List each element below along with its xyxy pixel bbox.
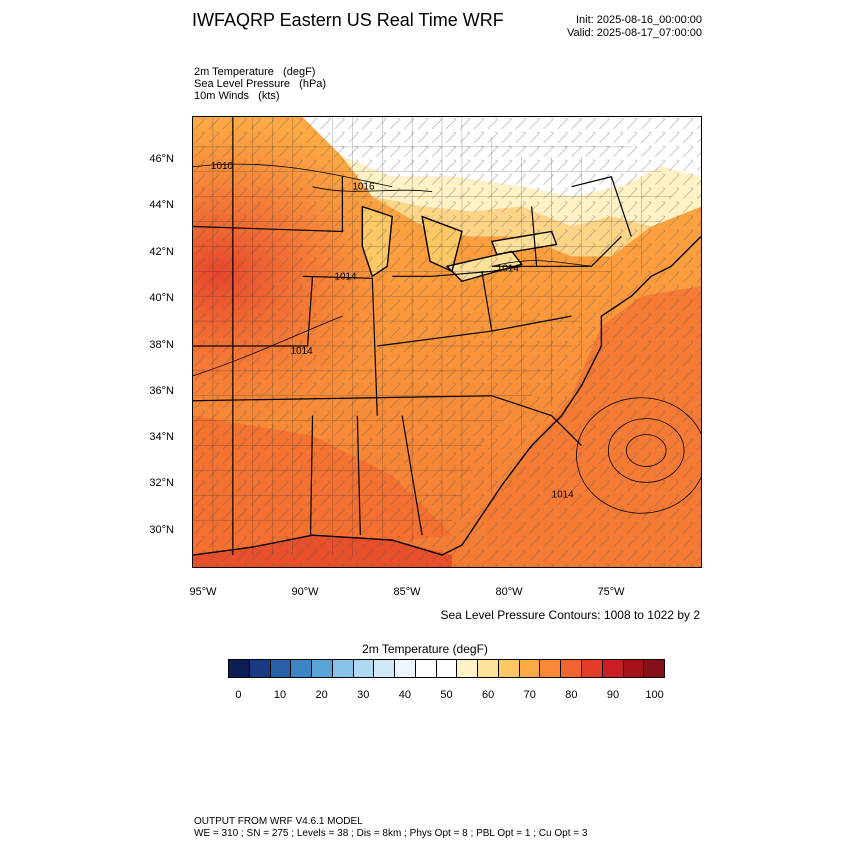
- colorbar-tick-label: 10: [273, 689, 287, 701]
- lat-label: 30°N: [149, 524, 174, 536]
- temperature-map: 1010 1016 1014 1014 1014 1014: [193, 117, 701, 567]
- colorbar-swatch: [561, 660, 583, 677]
- field-label-winds: 10m Winds (kts): [194, 90, 280, 102]
- isobar-label: 1014: [334, 271, 357, 282]
- colorbar-tick-label: 90: [606, 689, 620, 701]
- colorbar-swatch: [415, 660, 437, 677]
- isobar-label: 1014: [291, 346, 314, 357]
- lat-label: 32°N: [149, 477, 174, 489]
- colorbar-tick-label: 0: [235, 689, 242, 701]
- map-title: IWFAQRP Eastern US Real Time WRF: [192, 10, 504, 30]
- footer-model: OUTPUT FROM WRF V4.6.1 MODEL: [194, 816, 363, 827]
- lon-label: 90°W: [291, 586, 319, 598]
- isobar-label: 1010: [211, 161, 234, 172]
- colorbar-tick-label: 60: [481, 689, 495, 701]
- colorbar-tick-label: 40: [398, 689, 411, 701]
- colorbar-swatch: [436, 660, 458, 677]
- colorbar-swatch: [332, 660, 354, 677]
- colorbar-swatch: [519, 660, 541, 677]
- colorbar-title: 2m Temperature (degF): [362, 642, 488, 656]
- lat-label: 34°N: [149, 431, 174, 443]
- colorbar-swatch: [623, 660, 645, 677]
- colorbar-swatch: [249, 660, 271, 677]
- colorbar-swatch: [229, 660, 250, 677]
- lon-label: 85°W: [393, 586, 421, 598]
- lon-label: 75°W: [597, 586, 625, 598]
- field-label-temperature: 2m Temperature (degF): [194, 66, 316, 78]
- colorbar-tick-label: 20: [315, 689, 328, 701]
- colorbar-swatch: [353, 660, 375, 677]
- lon-label: 95°W: [189, 586, 217, 598]
- colorbar-swatch: [582, 660, 603, 677]
- colorbar: [228, 659, 665, 678]
- colorbar-swatch: [457, 660, 479, 677]
- isobar-label: 1016: [352, 182, 375, 193]
- lat-label: 44°N: [149, 199, 174, 211]
- map-panel: 1010 1016 1014 1014 1014 1014: [192, 116, 702, 568]
- field-label-pressure: Sea Level Pressure (hPa): [194, 78, 327, 90]
- colorbar-swatch: [374, 660, 396, 677]
- init-time: Init: 2025-08-16_00:00:00: [576, 14, 702, 26]
- colorbar-tick-label: 50: [440, 689, 453, 701]
- colorbar-swatch: [644, 660, 665, 677]
- colorbar-swatch: [291, 660, 313, 677]
- colorbar-tick-label: 30: [357, 689, 370, 701]
- lat-label: 38°N: [149, 339, 174, 351]
- colorbar-tick-label: 80: [565, 689, 578, 701]
- lat-label: 46°N: [149, 153, 174, 165]
- lat-label: 42°N: [149, 246, 174, 258]
- colorbar-swatch: [312, 660, 333, 677]
- colorbar-tick-label: 70: [523, 689, 536, 701]
- colorbar-tick-label: 100: [645, 689, 664, 701]
- footer-config: WE = 310 ; SN = 275 ; Levels = 38 ; Dis …: [194, 828, 588, 839]
- colorbar-swatch: [540, 660, 562, 677]
- isobar-label: 1014: [497, 263, 520, 274]
- lat-label: 36°N: [149, 385, 174, 397]
- lat-label: 40°N: [149, 292, 174, 304]
- colorbar-swatch: [602, 660, 624, 677]
- colorbar-swatch: [270, 660, 292, 677]
- contour-note: Sea Level Pressure Contours: 1008 to 102…: [440, 608, 701, 622]
- colorbar-swatch: [498, 660, 520, 677]
- isobar-label: 1014: [552, 489, 575, 500]
- colorbar-swatch: [478, 660, 499, 677]
- colorbar-swatch: [395, 660, 416, 677]
- lon-label: 80°W: [495, 586, 523, 598]
- valid-time: Valid: 2025-08-17_07:00:00: [567, 27, 702, 39]
